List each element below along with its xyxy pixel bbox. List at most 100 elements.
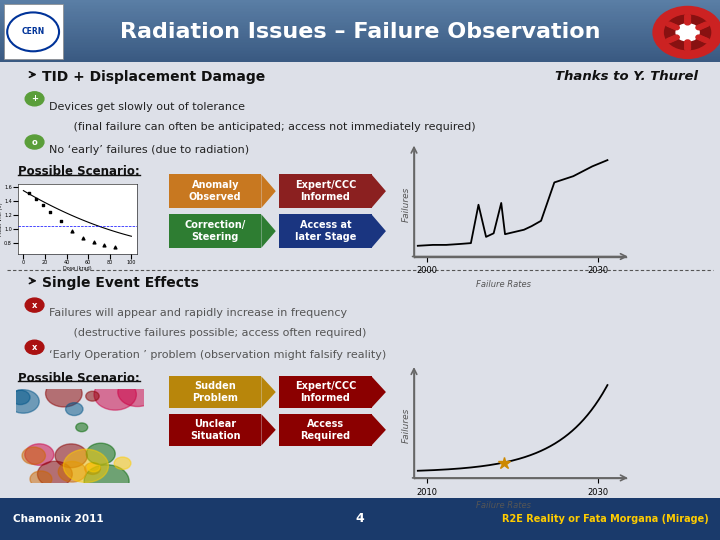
Circle shape [30, 471, 52, 487]
Polygon shape [261, 414, 276, 446]
Circle shape [653, 6, 720, 58]
Circle shape [673, 25, 679, 30]
FancyBboxPatch shape [0, 25, 720, 26]
Polygon shape [261, 214, 276, 248]
Text: Sudden
Problem: Sudden Problem [192, 381, 238, 403]
FancyBboxPatch shape [0, 18, 720, 20]
Circle shape [685, 40, 690, 44]
Circle shape [665, 15, 711, 50]
Text: Thanks to Y. Thurel: Thanks to Y. Thurel [555, 70, 698, 83]
FancyBboxPatch shape [169, 214, 261, 248]
Text: Chamonix 2011: Chamonix 2011 [13, 514, 104, 524]
FancyBboxPatch shape [0, 36, 720, 37]
Circle shape [22, 447, 45, 464]
Text: x: x [32, 343, 37, 352]
FancyBboxPatch shape [0, 42, 720, 44]
FancyBboxPatch shape [169, 414, 261, 446]
Text: TID + Displacement Damage: TID + Displacement Damage [42, 70, 265, 84]
FancyBboxPatch shape [4, 4, 63, 59]
Text: Possible Scenario:: Possible Scenario: [18, 372, 140, 384]
Circle shape [25, 135, 44, 149]
Circle shape [698, 36, 703, 40]
Text: x: x [32, 301, 37, 309]
FancyBboxPatch shape [0, 5, 720, 6]
FancyBboxPatch shape [0, 28, 720, 30]
Text: Access at
later Stage: Access at later Stage [294, 220, 356, 242]
Text: Access
Required: Access Required [300, 419, 351, 441]
Circle shape [685, 46, 690, 51]
Circle shape [670, 37, 675, 41]
Text: Unclear
Situation: Unclear Situation [190, 419, 240, 441]
Circle shape [701, 38, 707, 42]
Circle shape [84, 465, 129, 498]
Text: Failure Rates: Failure Rates [476, 501, 531, 510]
Text: (destructive failures possible; access often required): (destructive failures possible; access o… [49, 328, 366, 339]
Point [77, 233, 89, 242]
Text: Radiation Issues – Failure Observation: Radiation Issues – Failure Observation [120, 22, 600, 43]
Text: ‘Early Operation ’ problem (observation might falsify reality): ‘Early Operation ’ problem (observation … [49, 350, 386, 360]
FancyBboxPatch shape [0, 498, 720, 540]
Circle shape [76, 423, 88, 431]
FancyBboxPatch shape [0, 46, 720, 48]
FancyBboxPatch shape [0, 45, 720, 46]
FancyBboxPatch shape [0, 60, 720, 62]
Circle shape [668, 37, 674, 42]
Point [109, 242, 121, 251]
FancyBboxPatch shape [0, 31, 720, 32]
FancyBboxPatch shape [0, 59, 720, 60]
FancyBboxPatch shape [0, 20, 720, 22]
Point [30, 195, 42, 204]
Text: o: o [32, 138, 37, 146]
Text: Failure Rates: Failure Rates [476, 280, 531, 289]
Circle shape [94, 379, 136, 410]
Circle shape [670, 24, 675, 28]
Circle shape [7, 390, 39, 413]
Circle shape [118, 377, 157, 407]
FancyBboxPatch shape [0, 8, 720, 9]
FancyBboxPatch shape [0, 2, 720, 3]
FancyBboxPatch shape [0, 6, 720, 8]
FancyBboxPatch shape [279, 214, 372, 248]
FancyBboxPatch shape [279, 174, 372, 208]
FancyBboxPatch shape [169, 174, 261, 208]
Circle shape [685, 42, 690, 46]
Y-axis label: Mean Vref (V): Mean Vref (V) [0, 202, 3, 235]
Polygon shape [372, 174, 386, 208]
Circle shape [703, 38, 709, 43]
Circle shape [700, 37, 706, 41]
X-axis label: Dose (krad): Dose (krad) [63, 266, 91, 272]
FancyBboxPatch shape [0, 50, 720, 51]
Circle shape [37, 461, 72, 487]
Circle shape [58, 462, 86, 482]
Text: Expert/CCC
Informed: Expert/CCC Informed [294, 180, 356, 202]
FancyBboxPatch shape [0, 26, 720, 28]
FancyBboxPatch shape [0, 22, 720, 23]
Circle shape [85, 463, 101, 475]
Polygon shape [261, 376, 276, 408]
Circle shape [24, 444, 54, 465]
FancyBboxPatch shape [0, 32, 720, 34]
FancyBboxPatch shape [0, 9, 720, 11]
FancyBboxPatch shape [0, 39, 720, 40]
Text: Devices get slowly out of tolerance: Devices get slowly out of tolerance [49, 102, 245, 112]
FancyBboxPatch shape [0, 37, 720, 39]
Text: (final failure can often be anticipated; access not immediately required): (final failure can often be anticipated;… [49, 122, 476, 132]
FancyBboxPatch shape [0, 57, 720, 59]
Circle shape [114, 457, 131, 469]
Circle shape [25, 92, 44, 106]
Polygon shape [372, 414, 386, 446]
Polygon shape [372, 376, 386, 408]
Circle shape [685, 17, 690, 22]
FancyBboxPatch shape [279, 376, 372, 408]
Polygon shape [372, 214, 386, 248]
Circle shape [701, 23, 707, 27]
Circle shape [672, 36, 678, 40]
FancyBboxPatch shape [0, 34, 720, 36]
Circle shape [685, 16, 690, 20]
Circle shape [11, 390, 30, 404]
FancyBboxPatch shape [0, 44, 720, 45]
Circle shape [672, 25, 678, 29]
Text: Possible Scenario:: Possible Scenario: [18, 165, 140, 178]
Y-axis label: Failures: Failures [402, 186, 411, 221]
Text: +: + [31, 94, 38, 103]
